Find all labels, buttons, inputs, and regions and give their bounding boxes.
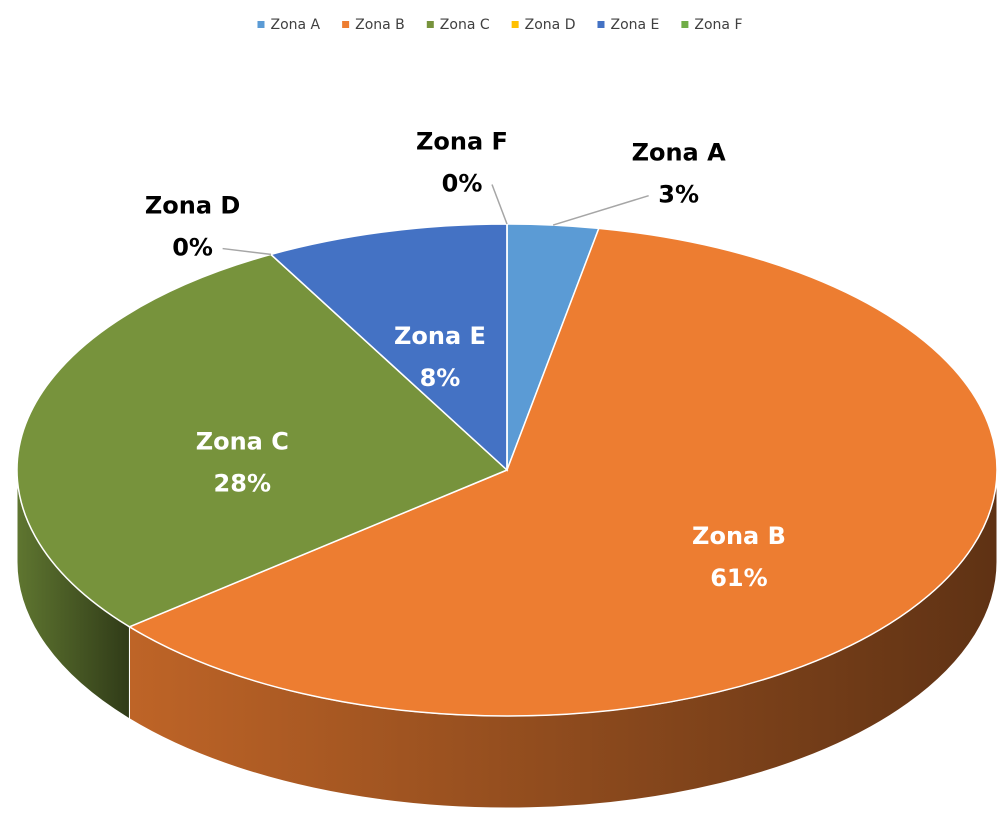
legend-item: Zona E (597, 17, 659, 33)
legend-swatch (342, 21, 350, 28)
slice (127, 227, 998, 717)
legend-swatch (597, 21, 605, 28)
legend-swatch (681, 21, 689, 28)
data-label-name: Zona E (394, 322, 486, 350)
data-label-value: 0% (172, 234, 213, 262)
data-label-value: 0% (442, 169, 483, 197)
legend: Zona A Zona B Zona C Zona D Zona E Zona F (257, 17, 743, 33)
data-label-value: 3% (658, 181, 699, 209)
legend-swatch (257, 21, 265, 28)
data-label-name: Zona A (632, 139, 727, 167)
legend-label: Zona B (355, 17, 405, 33)
leader-line (222, 247, 272, 256)
data-label-value: 8% (420, 364, 461, 392)
data-label-value: 28% (214, 470, 271, 498)
legend-swatch (511, 21, 519, 28)
legend-label: Zona C (440, 17, 490, 33)
legend-item: Zona C (426, 17, 490, 33)
legend-item: Zona D (511, 17, 576, 33)
legend-label: Zona E (610, 17, 659, 33)
data-label-name: Zona F (416, 127, 508, 155)
legend-swatch (426, 21, 434, 28)
data-label-name: Zona C (196, 428, 289, 456)
data-label-name: Zona D (145, 192, 240, 220)
leader-line (491, 184, 508, 225)
legend-label: Zona F (694, 17, 742, 33)
leader-line (552, 194, 649, 226)
data-label-name: Zona B (692, 522, 786, 550)
legend-label: Zona D (525, 17, 576, 33)
data-label-value: 61% (710, 564, 767, 592)
legend-item: Zona F (681, 17, 743, 33)
slice (16, 253, 509, 628)
slice (269, 223, 508, 472)
legend-label: Zona A (270, 17, 320, 33)
legend-item: Zona A (257, 17, 321, 33)
legend-item: Zona B (342, 17, 405, 33)
